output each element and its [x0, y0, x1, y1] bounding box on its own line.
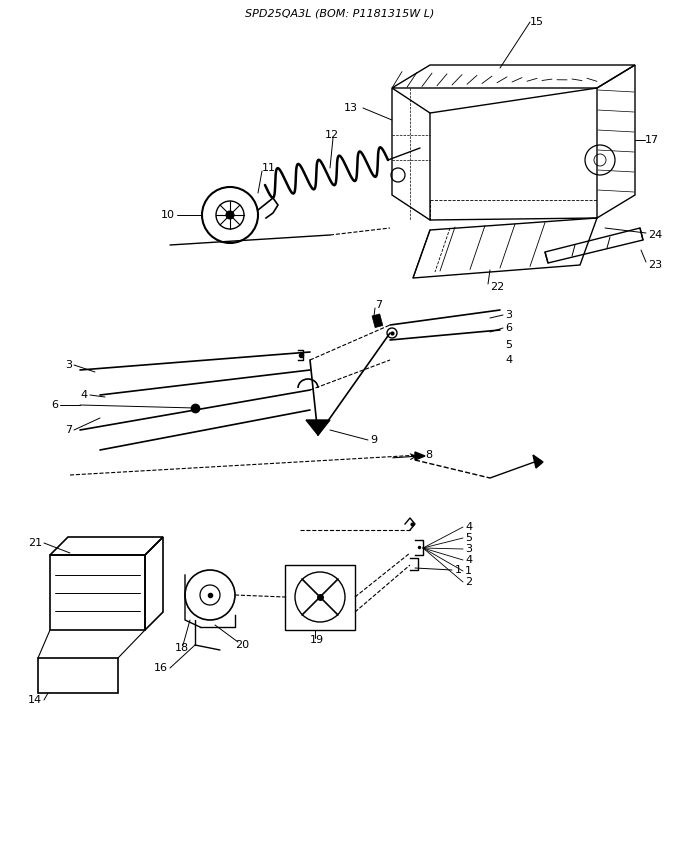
Text: 11: 11: [262, 163, 276, 173]
Text: 14: 14: [28, 695, 42, 705]
Text: 2: 2: [465, 577, 472, 587]
Text: 5: 5: [465, 533, 472, 543]
Text: 7: 7: [375, 300, 382, 310]
Text: 1: 1: [455, 565, 462, 575]
Text: 22: 22: [490, 282, 505, 292]
Text: 5: 5: [505, 340, 512, 350]
Text: 18: 18: [175, 643, 189, 653]
Bar: [38, 658, 118, 693]
Text: 4: 4: [465, 522, 472, 532]
Text: 21: 21: [28, 538, 42, 548]
Text: 24: 24: [648, 230, 662, 240]
Text: 10: 10: [161, 210, 175, 220]
Polygon shape: [415, 452, 425, 460]
Bar: [50, 555, 145, 630]
Circle shape: [226, 211, 234, 219]
Text: 1: 1: [465, 566, 472, 576]
Text: 13: 13: [344, 103, 358, 113]
Text: 6: 6: [51, 400, 58, 410]
Bar: [372, 314, 383, 328]
Bar: [285, 565, 355, 630]
Text: 9: 9: [370, 435, 377, 445]
Text: SPD25QA3L (BOM: P1181315W L): SPD25QA3L (BOM: P1181315W L): [245, 8, 435, 18]
Text: 3: 3: [465, 544, 472, 554]
Text: 4: 4: [81, 390, 88, 400]
Text: 6: 6: [505, 323, 512, 333]
Text: 7: 7: [65, 425, 72, 435]
Text: 3: 3: [505, 310, 512, 320]
Text: 4: 4: [465, 555, 472, 565]
Text: 16: 16: [154, 663, 168, 673]
Text: 12: 12: [325, 130, 339, 140]
Text: 19: 19: [310, 635, 324, 645]
Text: 17: 17: [645, 135, 659, 145]
Text: 20: 20: [235, 640, 249, 650]
Text: 4: 4: [505, 355, 512, 365]
Text: 3: 3: [65, 360, 72, 370]
Text: 23: 23: [648, 260, 662, 270]
Text: 15: 15: [530, 17, 544, 27]
Text: 8: 8: [425, 450, 432, 460]
Polygon shape: [533, 455, 543, 468]
Polygon shape: [306, 420, 330, 435]
